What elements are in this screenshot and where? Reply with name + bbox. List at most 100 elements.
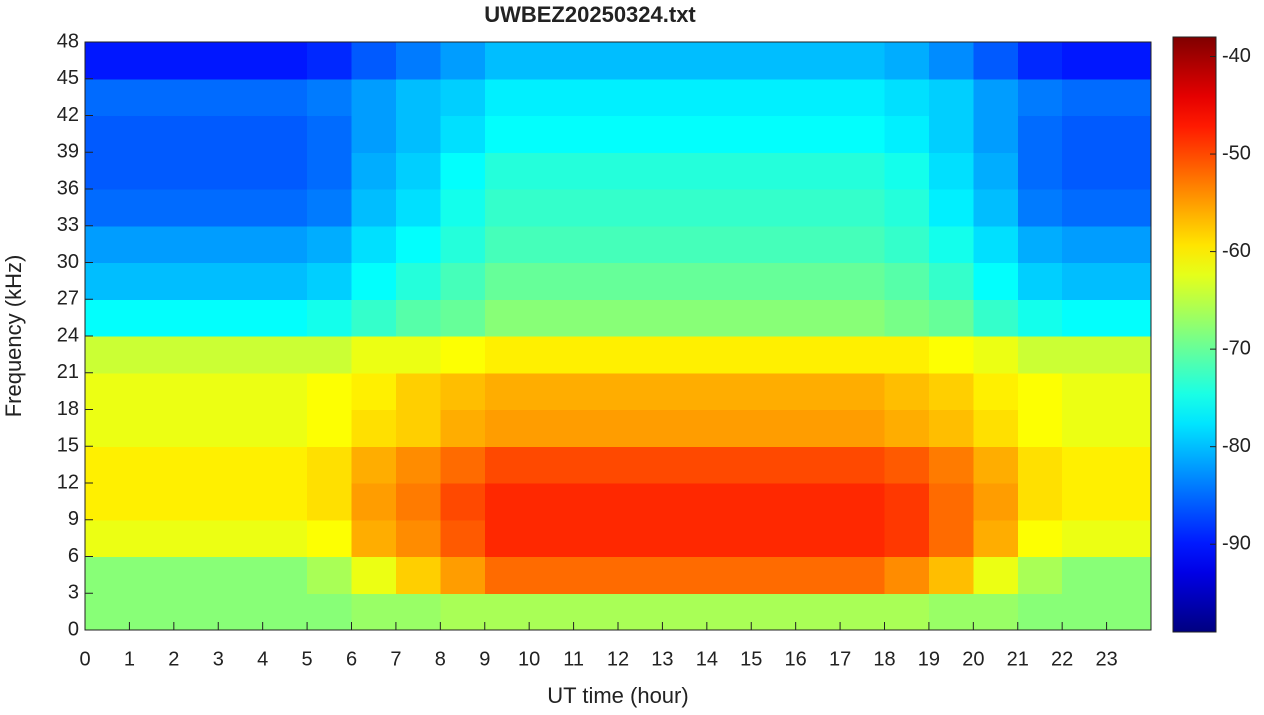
cell xyxy=(662,262,708,300)
cell xyxy=(440,336,486,374)
y-tick-label: 45 xyxy=(57,67,79,89)
cell xyxy=(884,262,930,300)
cell xyxy=(928,189,974,227)
cell xyxy=(573,299,619,337)
x-tick-label: 12 xyxy=(607,648,629,670)
cell xyxy=(1017,299,1063,337)
cell xyxy=(1106,299,1152,337)
cell xyxy=(840,556,885,594)
cell xyxy=(1106,593,1152,631)
y-tick-label: 30 xyxy=(57,251,79,273)
cell xyxy=(1017,78,1063,116)
cell xyxy=(395,189,441,227)
cell xyxy=(973,372,1019,410)
cell xyxy=(1106,556,1152,594)
cell xyxy=(395,78,441,116)
x-tick-label: 3 xyxy=(213,648,224,670)
cell xyxy=(262,336,308,374)
cell xyxy=(351,42,397,80)
cell xyxy=(973,519,1019,557)
cell xyxy=(440,372,486,410)
x-tick-label: 21 xyxy=(1007,648,1029,670)
y-tick-label: 48 xyxy=(57,30,79,52)
x-tick-label: 0 xyxy=(79,648,90,670)
x-tick-label: 23 xyxy=(1095,648,1117,670)
colorbar-tick-label: -40 xyxy=(1222,45,1251,67)
cell xyxy=(662,78,708,116)
cell xyxy=(484,593,530,631)
cell xyxy=(307,446,352,484)
cell xyxy=(884,336,930,374)
cell xyxy=(85,446,130,484)
y-tick-label: 9 xyxy=(68,508,79,530)
cell xyxy=(751,372,797,410)
cell xyxy=(262,189,308,227)
cell xyxy=(129,446,175,484)
cell xyxy=(85,556,130,594)
cell xyxy=(618,593,663,631)
cell xyxy=(129,372,175,410)
cell xyxy=(884,115,930,153)
y-tick-label: 15 xyxy=(57,435,79,457)
cell xyxy=(751,336,797,374)
cell xyxy=(751,115,797,153)
cell xyxy=(973,262,1019,300)
cell xyxy=(884,372,930,410)
cell xyxy=(1062,152,1108,190)
cell xyxy=(706,299,752,337)
y-tick-label: 24 xyxy=(57,324,79,346)
cell xyxy=(129,409,175,447)
cell xyxy=(795,189,841,227)
cell xyxy=(1062,336,1108,374)
cell xyxy=(973,115,1019,153)
colorbar-tick-label: -50 xyxy=(1222,142,1251,164)
cell xyxy=(706,519,752,557)
cell xyxy=(1017,189,1063,227)
x-tick-label: 8 xyxy=(435,648,446,670)
cell xyxy=(928,299,974,337)
cell xyxy=(1106,262,1152,300)
cell xyxy=(662,409,708,447)
cell xyxy=(1017,336,1063,374)
cell xyxy=(440,299,486,337)
cell xyxy=(751,593,797,631)
cell xyxy=(529,483,575,521)
cell xyxy=(706,409,752,447)
x-tick-label: 6 xyxy=(346,648,357,670)
cell xyxy=(1017,262,1063,300)
cell xyxy=(262,115,308,153)
cell xyxy=(1106,225,1152,263)
cell xyxy=(173,446,219,484)
cell xyxy=(618,336,663,374)
cell xyxy=(529,152,575,190)
cell xyxy=(351,372,397,410)
cell xyxy=(973,299,1019,337)
cell xyxy=(573,519,619,557)
cell xyxy=(218,519,264,557)
cell xyxy=(618,225,663,263)
cell xyxy=(973,556,1019,594)
cell xyxy=(884,225,930,263)
cell xyxy=(129,299,175,337)
cell xyxy=(1017,225,1063,263)
cell xyxy=(173,262,219,300)
cell xyxy=(928,519,974,557)
cell xyxy=(484,483,530,521)
x-tick-label: 20 xyxy=(962,648,984,670)
cell xyxy=(351,262,397,300)
cell xyxy=(840,262,885,300)
cell xyxy=(529,593,575,631)
cell xyxy=(173,152,219,190)
cell xyxy=(795,519,841,557)
cell xyxy=(307,409,352,447)
cell xyxy=(884,593,930,631)
x-tick-label: 19 xyxy=(918,648,940,670)
cell xyxy=(129,225,175,263)
cell xyxy=(1062,262,1108,300)
cell xyxy=(129,483,175,521)
cell xyxy=(706,115,752,153)
cell xyxy=(395,115,441,153)
colorbar-tick-label: -90 xyxy=(1222,532,1251,554)
x-tick-label: 22 xyxy=(1051,648,1073,670)
cell xyxy=(618,446,663,484)
